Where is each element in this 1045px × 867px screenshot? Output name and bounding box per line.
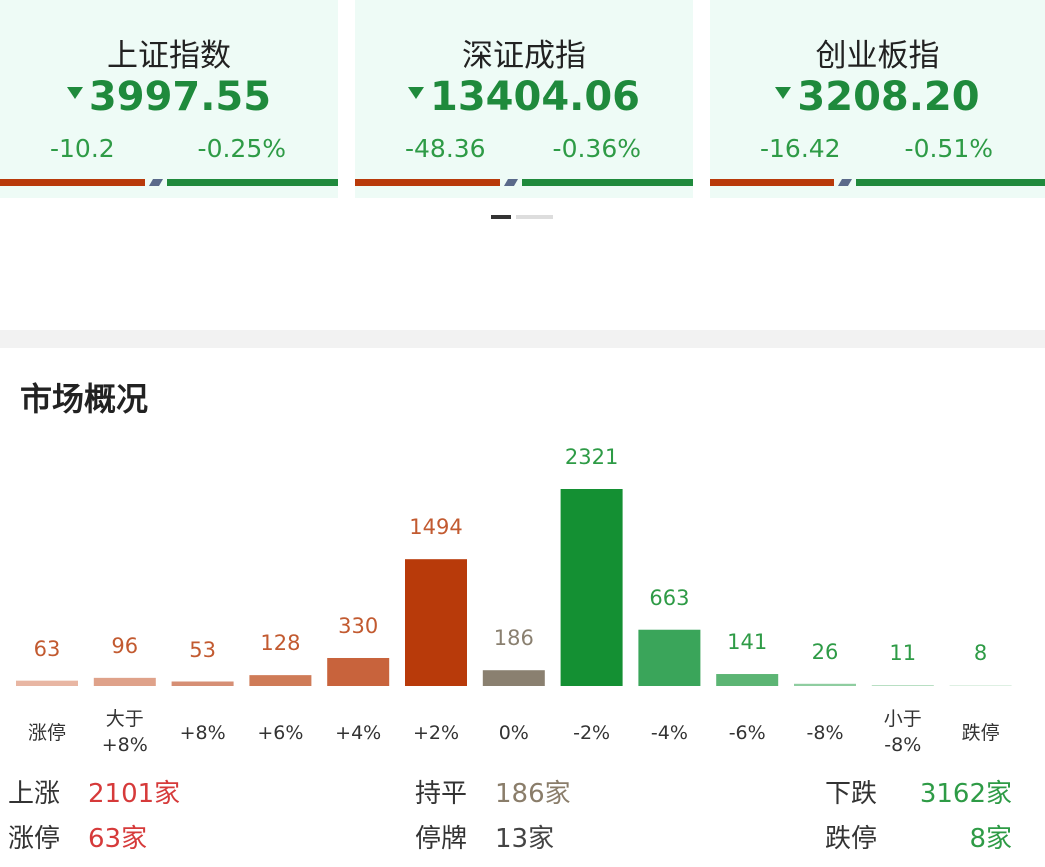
fall-bar [522, 179, 693, 186]
index-value-text: 3997.55 [88, 74, 272, 120]
x-tick-label: 大于 +8% [101, 708, 148, 756]
summary-value: 63家 [88, 824, 148, 854]
x-tick-label: +4% [335, 722, 382, 744]
page-dot [516, 215, 553, 219]
x-tick-label: +2% [412, 722, 460, 744]
bar [716, 674, 779, 686]
x-tick-label: -2% [573, 722, 611, 744]
x-tick-label: -6% [728, 722, 766, 744]
index-change-pct: -0.36% [552, 134, 641, 163]
bar [93, 677, 156, 686]
value-label: 63 [33, 636, 61, 661]
x-tick-label: -4% [650, 722, 688, 744]
value-label: 128 [260, 631, 301, 656]
index-value-text: 13404.06 [429, 74, 641, 120]
value-label: 8 [973, 641, 988, 666]
x-tick-label: +8% [179, 722, 226, 744]
bar [405, 559, 467, 686]
summary-label: 上涨 [8, 779, 61, 809]
x-tick-label: 跌停 [961, 722, 1000, 744]
index-value: 13404.06 [355, 74, 693, 120]
index-card: 创业板指 3208.20 -16.42 -0.51% [710, 0, 1045, 198]
fall-bar [856, 179, 1045, 186]
chart [16, 489, 1012, 686]
bar [949, 685, 1012, 686]
value-label: 1494 [409, 515, 463, 540]
bar [482, 670, 545, 686]
summary-value: 2101家 [88, 779, 181, 809]
value-label: 186 [493, 626, 534, 651]
rise-bar [710, 179, 834, 186]
divider [0, 330, 1045, 348]
bar [327, 657, 390, 686]
index-change-pct: -0.25% [197, 134, 286, 163]
fall-bar [167, 179, 338, 186]
down-arrow [66, 87, 83, 99]
index-card: 深证成指 13404.06 -48.36 -0.36% [355, 0, 693, 198]
summary-label: 下跌 [825, 779, 878, 809]
rise-bar [355, 179, 500, 186]
value-label: 2321 [564, 445, 619, 469]
value-label: 663 [649, 585, 690, 610]
index-value: 3997.55 [0, 74, 338, 120]
value-label: 53 [189, 637, 216, 662]
value-label: 11 [889, 641, 917, 666]
summary-value: 3162家 [919, 779, 1012, 809]
summary-value: 186家 [495, 779, 571, 809]
down-arrow [407, 87, 424, 99]
value-label: 96 [111, 633, 139, 658]
bar [638, 629, 701, 686]
x-tick-label: 涨停 [27, 722, 66, 744]
x-tick-label: -8% [806, 722, 844, 744]
bar [16, 680, 78, 686]
index-change: -48.36 [405, 134, 486, 163]
summary-label: 涨停 [8, 824, 61, 854]
index-value: 3208.20 [710, 74, 1045, 120]
x-tick-label: +6% [257, 722, 304, 744]
index-change-pct: -0.51% [904, 134, 993, 163]
index-name: 深证成指 [462, 38, 586, 74]
summary-label: 持平 [415, 779, 468, 809]
index-value-text: 3208.20 [797, 74, 980, 120]
index-card: 上证指数 3997.55 -10.2 -0.25% [0, 0, 338, 198]
value-label: 26 [811, 639, 839, 664]
down-arrow [775, 87, 792, 99]
value-label: 330 [338, 613, 379, 638]
bar [871, 685, 934, 686]
rise-bar [0, 179, 145, 186]
bar [171, 681, 234, 686]
index-change: -10.2 [50, 134, 115, 163]
index-name: 上证指数 [107, 38, 231, 74]
index-change: -16.42 [760, 134, 841, 163]
summary-label: 停牌 [415, 824, 468, 854]
x-tick-label: 0% [498, 722, 529, 744]
index-name: 创业板指 [815, 38, 940, 74]
summary-label: 跌停 [825, 824, 878, 854]
section-title: 市场概况 [20, 380, 149, 418]
bar [249, 675, 312, 686]
page-dot-active [491, 215, 511, 219]
value-label: 141 [727, 630, 768, 655]
bar [560, 489, 623, 686]
bar [794, 683, 856, 686]
summary-value: 13家 [495, 824, 555, 854]
x-tick-label: 小于 -8% [883, 708, 922, 756]
summary-value: 8家 [969, 824, 1012, 854]
